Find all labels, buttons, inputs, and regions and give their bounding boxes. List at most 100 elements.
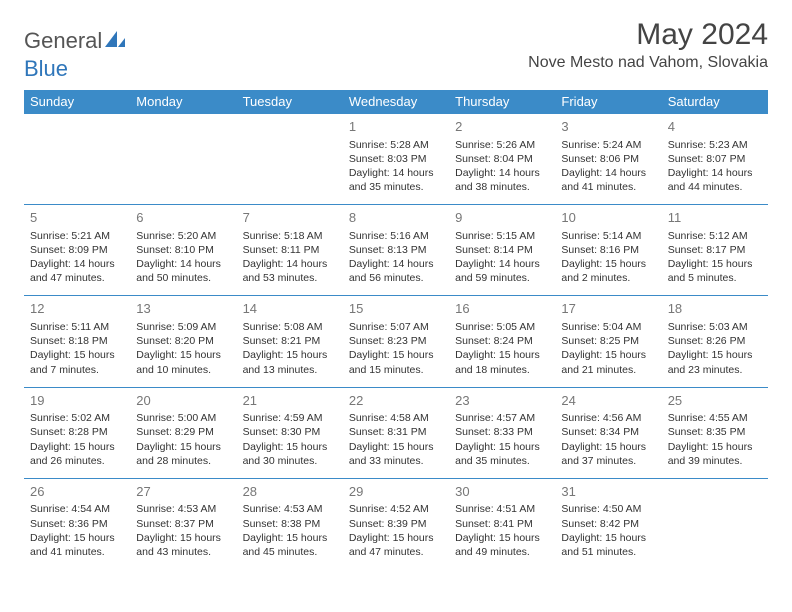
sunset-line: Sunset: 8:11 PM xyxy=(243,243,337,257)
daylight-line: Daylight: 15 hours and 43 minutes. xyxy=(136,531,230,559)
sunset-line: Sunset: 8:16 PM xyxy=(561,243,655,257)
day-cell: 23Sunrise: 4:57 AMSunset: 8:33 PMDayligh… xyxy=(449,387,555,478)
sunset-line: Sunset: 8:41 PM xyxy=(455,517,549,531)
day-number: 1 xyxy=(349,118,443,136)
sunrise-line: Sunrise: 5:05 AM xyxy=(455,320,549,334)
dayname-mon: Monday xyxy=(130,90,236,114)
sunrise-line: Sunrise: 5:09 AM xyxy=(136,320,230,334)
dayname-sat: Saturday xyxy=(662,90,768,114)
dayname-fri: Friday xyxy=(555,90,661,114)
daylight-line: Daylight: 15 hours and 49 minutes. xyxy=(455,531,549,559)
sunrise-line: Sunrise: 4:56 AM xyxy=(561,411,655,425)
sunset-line: Sunset: 8:14 PM xyxy=(455,243,549,257)
day-number: 25 xyxy=(668,392,762,410)
month-title: May 2024 xyxy=(528,18,768,52)
day-cell xyxy=(24,114,130,205)
sunrise-line: Sunrise: 4:55 AM xyxy=(668,411,762,425)
day-cell: 5Sunrise: 5:21 AMSunset: 8:09 PMDaylight… xyxy=(24,205,130,296)
sunrise-line: Sunrise: 4:54 AM xyxy=(30,502,124,516)
sunset-line: Sunset: 8:42 PM xyxy=(561,517,655,531)
day-number: 24 xyxy=(561,392,655,410)
daylight-line: Daylight: 15 hours and 39 minutes. xyxy=(668,440,762,468)
dayname-tue: Tuesday xyxy=(237,90,343,114)
location: Nove Mesto nad Vahom, Slovakia xyxy=(528,54,768,72)
day-number: 20 xyxy=(136,392,230,410)
sunset-line: Sunset: 8:24 PM xyxy=(455,334,549,348)
day-cell: 21Sunrise: 4:59 AMSunset: 8:30 PMDayligh… xyxy=(237,387,343,478)
day-number: 2 xyxy=(455,118,549,136)
day-cell: 3Sunrise: 5:24 AMSunset: 8:06 PMDaylight… xyxy=(555,114,661,205)
day-number: 27 xyxy=(136,483,230,501)
day-number: 4 xyxy=(668,118,762,136)
day-cell xyxy=(130,114,236,205)
sunset-line: Sunset: 8:25 PM xyxy=(561,334,655,348)
day-cell: 27Sunrise: 4:53 AMSunset: 8:37 PMDayligh… xyxy=(130,478,236,569)
day-number: 26 xyxy=(30,483,124,501)
day-cell: 11Sunrise: 5:12 AMSunset: 8:17 PMDayligh… xyxy=(662,205,768,296)
day-number: 23 xyxy=(455,392,549,410)
sunset-line: Sunset: 8:23 PM xyxy=(349,334,443,348)
day-number: 6 xyxy=(136,209,230,227)
daylight-line: Daylight: 15 hours and 35 minutes. xyxy=(455,440,549,468)
day-cell: 13Sunrise: 5:09 AMSunset: 8:20 PMDayligh… xyxy=(130,296,236,387)
logo-text-blue: Blue xyxy=(24,56,68,81)
sunrise-line: Sunrise: 5:08 AM xyxy=(243,320,337,334)
sunrise-line: Sunrise: 4:53 AM xyxy=(136,502,230,516)
day-cell: 29Sunrise: 4:52 AMSunset: 8:39 PMDayligh… xyxy=(343,478,449,569)
sunset-line: Sunset: 8:20 PM xyxy=(136,334,230,348)
sunset-line: Sunset: 8:07 PM xyxy=(668,152,762,166)
dayname-wed: Wednesday xyxy=(343,90,449,114)
sunset-line: Sunset: 8:09 PM xyxy=(30,243,124,257)
week-row: 19Sunrise: 5:02 AMSunset: 8:28 PMDayligh… xyxy=(24,387,768,478)
week-row: 1Sunrise: 5:28 AMSunset: 8:03 PMDaylight… xyxy=(24,114,768,205)
day-cell: 7Sunrise: 5:18 AMSunset: 8:11 PMDaylight… xyxy=(237,205,343,296)
sunrise-line: Sunrise: 5:11 AM xyxy=(30,320,124,334)
day-cell: 25Sunrise: 4:55 AMSunset: 8:35 PMDayligh… xyxy=(662,387,768,478)
day-cell xyxy=(237,114,343,205)
day-cell: 6Sunrise: 5:20 AMSunset: 8:10 PMDaylight… xyxy=(130,205,236,296)
sunset-line: Sunset: 8:31 PM xyxy=(349,425,443,439)
daylight-line: Daylight: 14 hours and 44 minutes. xyxy=(668,166,762,194)
day-number: 16 xyxy=(455,300,549,318)
sunrise-line: Sunrise: 5:28 AM xyxy=(349,138,443,152)
day-cell: 4Sunrise: 5:23 AMSunset: 8:07 PMDaylight… xyxy=(662,114,768,205)
daylight-line: Daylight: 15 hours and 7 minutes. xyxy=(30,348,124,376)
daylight-line: Daylight: 15 hours and 26 minutes. xyxy=(30,440,124,468)
dayname-sun: Sunday xyxy=(24,90,130,114)
day-number: 11 xyxy=(668,209,762,227)
sunrise-line: Sunrise: 5:20 AM xyxy=(136,229,230,243)
day-cell: 30Sunrise: 4:51 AMSunset: 8:41 PMDayligh… xyxy=(449,478,555,569)
sunset-line: Sunset: 8:37 PM xyxy=(136,517,230,531)
day-cell: 31Sunrise: 4:50 AMSunset: 8:42 PMDayligh… xyxy=(555,478,661,569)
day-cell: 26Sunrise: 4:54 AMSunset: 8:36 PMDayligh… xyxy=(24,478,130,569)
day-number: 3 xyxy=(561,118,655,136)
week-row: 12Sunrise: 5:11 AMSunset: 8:18 PMDayligh… xyxy=(24,296,768,387)
sunset-line: Sunset: 8:17 PM xyxy=(668,243,762,257)
day-cell: 14Sunrise: 5:08 AMSunset: 8:21 PMDayligh… xyxy=(237,296,343,387)
sunrise-line: Sunrise: 5:18 AM xyxy=(243,229,337,243)
sunset-line: Sunset: 8:13 PM xyxy=(349,243,443,257)
day-cell: 28Sunrise: 4:53 AMSunset: 8:38 PMDayligh… xyxy=(237,478,343,569)
daylight-line: Daylight: 15 hours and 2 minutes. xyxy=(561,257,655,285)
sunrise-line: Sunrise: 5:15 AM xyxy=(455,229,549,243)
week-row: 26Sunrise: 4:54 AMSunset: 8:36 PMDayligh… xyxy=(24,478,768,569)
daylight-line: Daylight: 15 hours and 13 minutes. xyxy=(243,348,337,376)
daylight-line: Daylight: 15 hours and 30 minutes. xyxy=(243,440,337,468)
sunrise-line: Sunrise: 4:50 AM xyxy=(561,502,655,516)
day-number: 28 xyxy=(243,483,337,501)
day-number: 7 xyxy=(243,209,337,227)
daylight-line: Daylight: 14 hours and 41 minutes. xyxy=(561,166,655,194)
sunrise-line: Sunrise: 4:58 AM xyxy=(349,411,443,425)
sunset-line: Sunset: 8:34 PM xyxy=(561,425,655,439)
daylight-line: Daylight: 15 hours and 15 minutes. xyxy=(349,348,443,376)
daylight-line: Daylight: 15 hours and 45 minutes. xyxy=(243,531,337,559)
sunset-line: Sunset: 8:35 PM xyxy=(668,425,762,439)
day-number: 9 xyxy=(455,209,549,227)
sunrise-line: Sunrise: 4:52 AM xyxy=(349,502,443,516)
logo: General xyxy=(24,18,128,54)
day-cell: 20Sunrise: 5:00 AMSunset: 8:29 PMDayligh… xyxy=(130,387,236,478)
sunrise-line: Sunrise: 5:00 AM xyxy=(136,411,230,425)
daylight-line: Daylight: 15 hours and 21 minutes. xyxy=(561,348,655,376)
day-number: 14 xyxy=(243,300,337,318)
day-cell: 16Sunrise: 5:05 AMSunset: 8:24 PMDayligh… xyxy=(449,296,555,387)
